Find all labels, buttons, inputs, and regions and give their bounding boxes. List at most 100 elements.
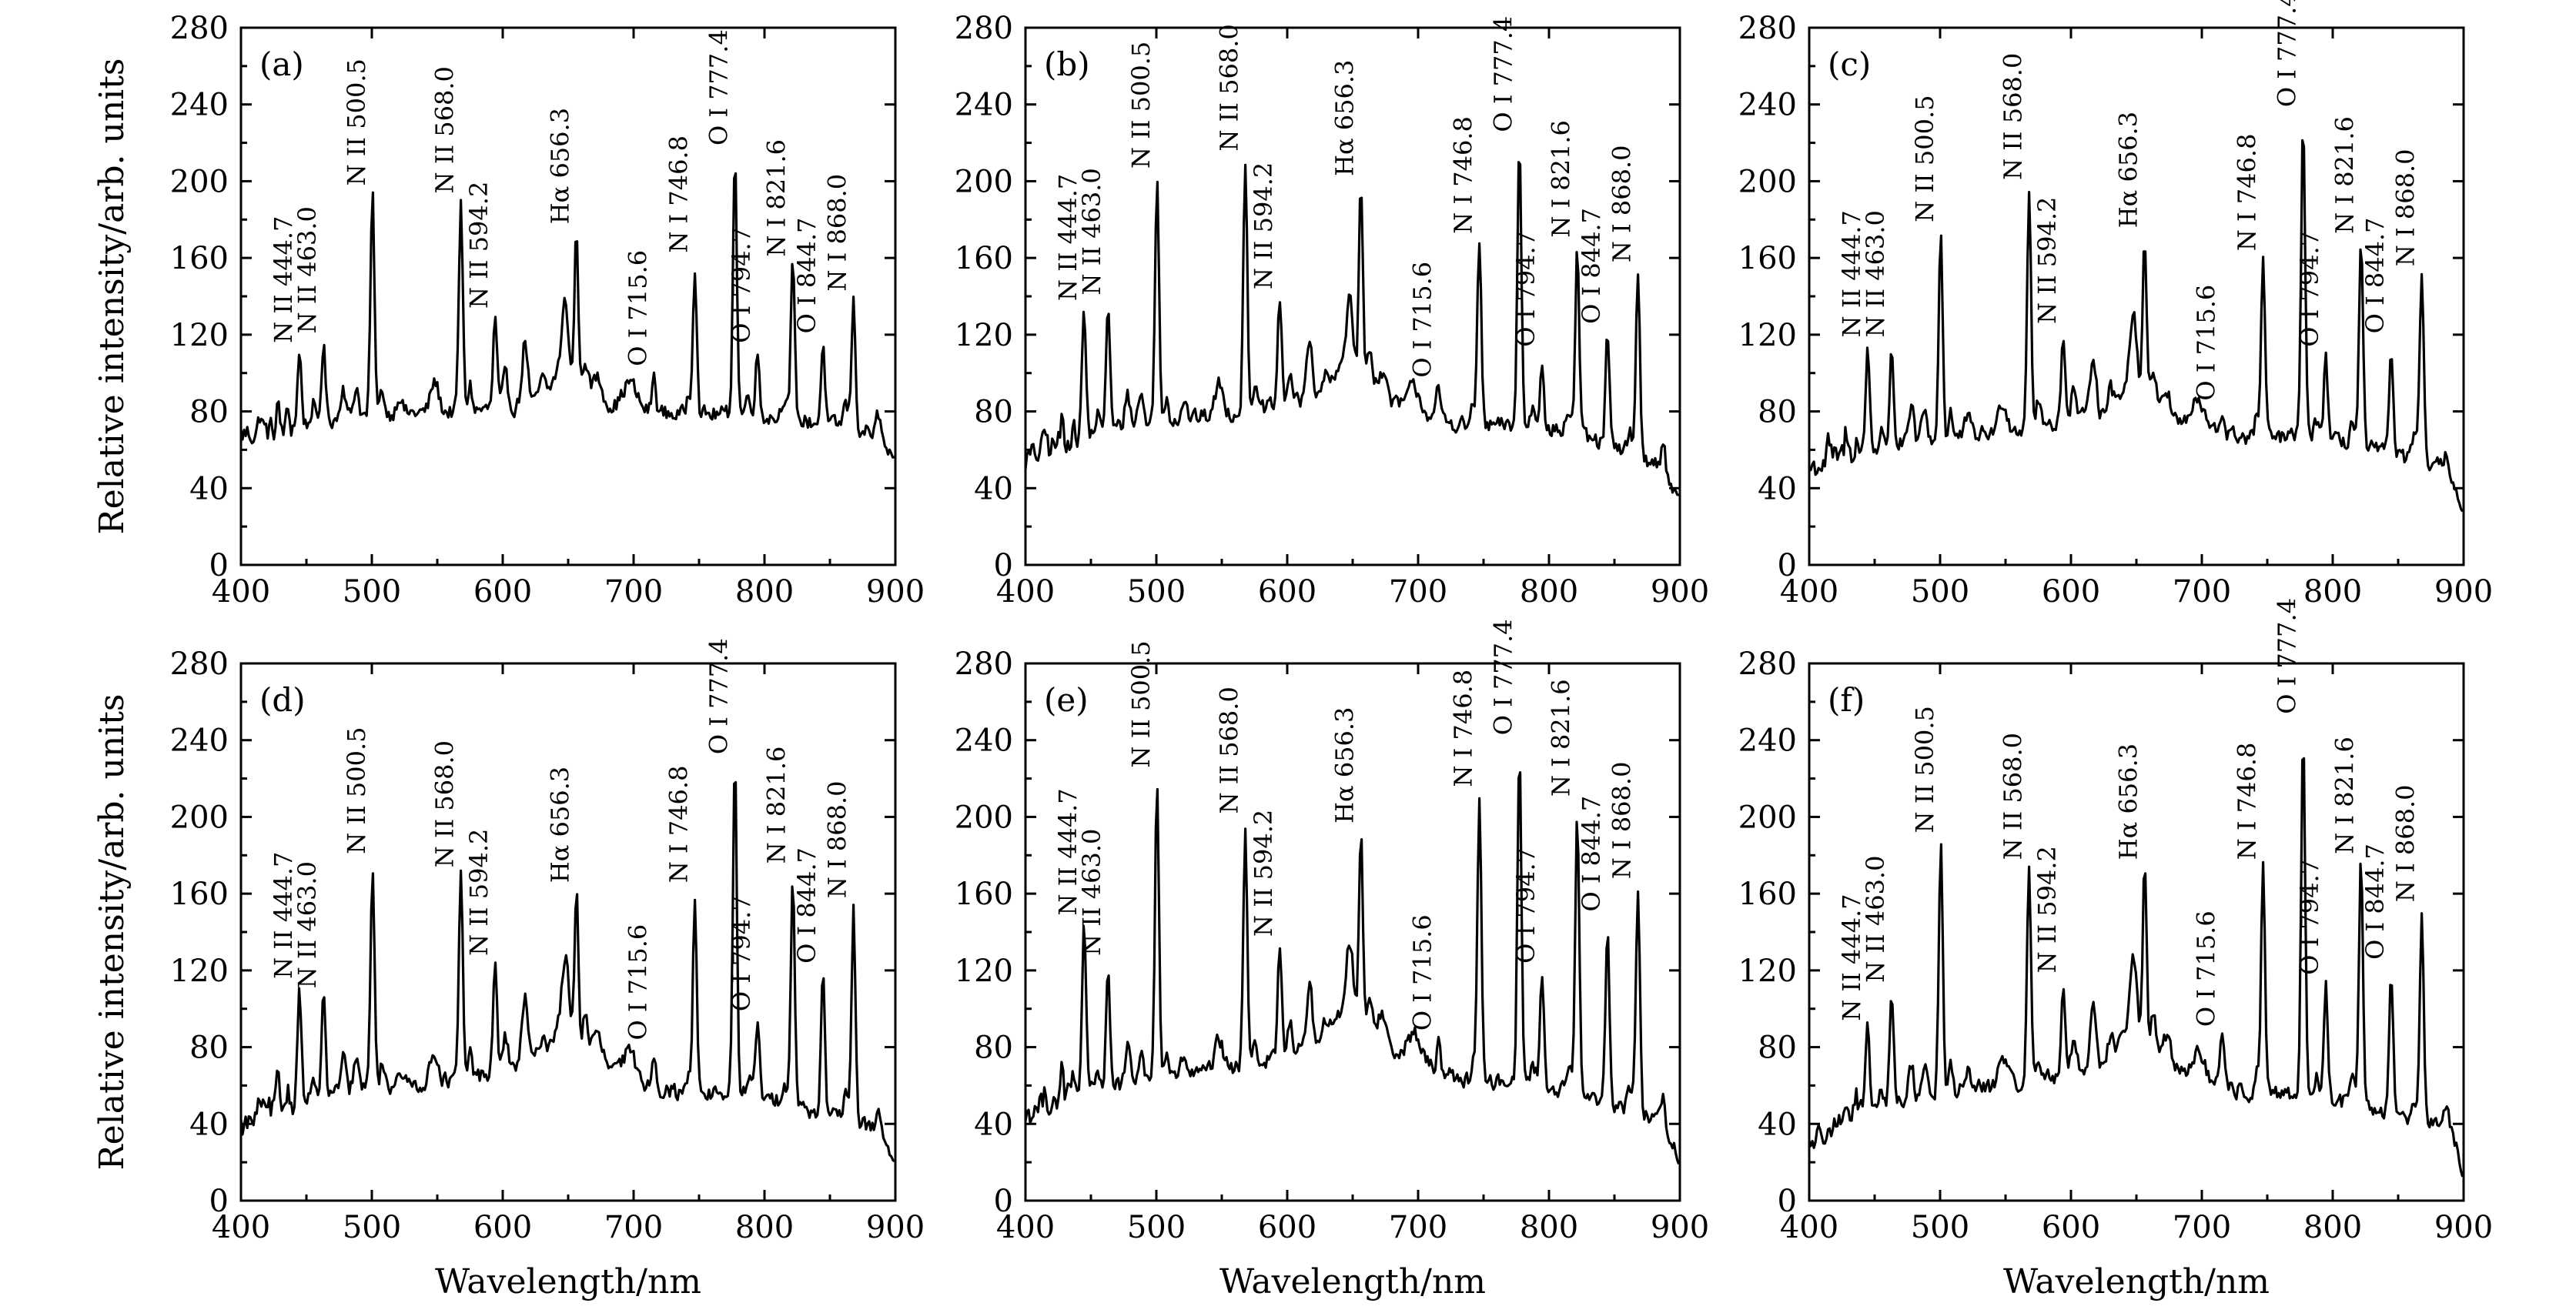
y-tick-label: 0	[994, 1184, 1013, 1219]
y-tick-label: 40	[189, 471, 229, 506]
peak-label: N II 568.0	[1215, 24, 1244, 151]
y-tick-label: 40	[1758, 471, 1797, 506]
spectrum-line	[239, 780, 895, 1163]
peak-label: O I 715.6	[2192, 285, 2221, 401]
peak-label: N I 746.8	[664, 766, 694, 884]
peak-label: N II 568.0	[430, 740, 460, 867]
peak-label: O I 794.7	[727, 227, 756, 343]
y-tick-label: 80	[1758, 1031, 1797, 1066]
peak-label: N I 746.8	[2233, 743, 2262, 860]
y-tick-label: 280	[955, 11, 1013, 46]
x-tick-label: 800	[1520, 574, 1578, 610]
peak-label: O I 715.6	[1408, 262, 1437, 378]
y-tick-label: 120	[170, 318, 229, 353]
x-tick-label: 400	[212, 1210, 270, 1245]
spectrum-line	[1024, 161, 1680, 496]
x-tick-label: 600	[473, 1210, 532, 1245]
peak-label: N I 868.0	[823, 174, 852, 292]
spectrum-panel: 400 500 600 700 800 900 0 40 80 120 160 200 240 280 N …	[1738, 0, 2494, 610]
y-tick-label: 160	[955, 241, 1013, 276]
spectrum-line	[239, 172, 895, 459]
y-tick-label: 120	[1738, 954, 1797, 989]
y-tick-label: 200	[955, 164, 1013, 199]
peak-label: O I 844.7	[792, 217, 821, 333]
peak-label: N II 594.2	[2032, 846, 2062, 973]
peak-label: O I 844.7	[1577, 796, 1606, 912]
y-tick-label: 120	[1738, 318, 1797, 353]
panel-label: (d)	[259, 681, 306, 719]
peak-label: N I 821.6	[762, 747, 791, 864]
spectrum-line	[1808, 139, 2464, 513]
y-tick-label: 200	[170, 164, 229, 199]
x-tick-label: 400	[996, 574, 1055, 610]
y-tick-label: 0	[209, 1184, 229, 1219]
peak-label: N II 500.5	[1910, 95, 1939, 222]
y-tick-label: 240	[1738, 88, 1797, 123]
y-tick-label: 120	[955, 318, 1013, 353]
peak-label: O I 777.4	[704, 29, 734, 145]
peak-label: N I 868.0	[1607, 145, 1637, 262]
x-tick-label: 700	[1389, 574, 1447, 610]
peak-label: Hα 656.3	[1330, 707, 1360, 824]
peak-label: N II 500.5	[342, 58, 371, 185]
peak-label: N II 500.5	[1910, 706, 1939, 833]
x-tick-label: 900	[866, 574, 925, 610]
y-tick-label: 240	[170, 723, 229, 759]
y-tick-label: 200	[955, 800, 1013, 835]
y-tick-label: 280	[955, 646, 1013, 682]
peak-label: N II 500.5	[1126, 42, 1156, 169]
panel-label: (b)	[1044, 45, 1090, 83]
peak-label: N I 868.0	[1607, 762, 1637, 880]
peak-label: O I 715.6	[624, 924, 653, 1041]
panel-label: (c)	[1828, 45, 1871, 83]
peak-label: N I 868.0	[2391, 784, 2420, 902]
peak-label: O I 777.4	[704, 638, 734, 754]
y-tick-label: 280	[170, 11, 229, 46]
x-axis-title: Wavelength/nm	[435, 1262, 701, 1301]
peak-label: O I 794.7	[1511, 847, 1541, 964]
peak-label: N II 463.0	[1861, 210, 1890, 337]
peak-label: O I 715.6	[1408, 914, 1437, 1031]
peak-label: N II 594.2	[1249, 162, 1278, 289]
x-tick-label: 400	[996, 1210, 1055, 1245]
peak-label: N II 568.0	[1999, 733, 2028, 860]
x-tick-label: 800	[2303, 1210, 2362, 1245]
peak-label: O I 844.7	[2360, 217, 2390, 333]
peak-label: N I 746.8	[664, 135, 694, 253]
peak-label: N II 500.5	[342, 727, 371, 854]
x-tick-label: 600	[473, 574, 532, 610]
y-tick-label: 120	[170, 954, 229, 989]
x-tick-label: 700	[1389, 1210, 1447, 1245]
y-tick-label: 240	[955, 88, 1013, 123]
peak-label: N II 444.7	[1053, 174, 1082, 301]
peak-label: N II 444.7	[269, 216, 298, 343]
y-tick-label: 240	[1738, 723, 1797, 759]
peak-label: O I 794.7	[2295, 231, 2324, 347]
peak-label: O I 715.6	[624, 250, 653, 366]
y-tick-label: 40	[189, 1107, 229, 1142]
peak-label: N II 568.0	[430, 66, 460, 193]
x-tick-label: 700	[604, 1210, 663, 1245]
y-tick-label: 80	[974, 395, 1013, 430]
peak-label: N I 821.6	[2330, 737, 2360, 854]
peak-label: N II 463.0	[1861, 856, 1890, 983]
panel-label: (a)	[259, 45, 304, 83]
peak-label: N II 568.0	[1999, 53, 2028, 180]
peak-label: N II 463.0	[1077, 168, 1106, 295]
peak-label: N II 444.7	[1837, 894, 1866, 1021]
x-axis-title: Wavelength/nm	[2003, 1262, 2270, 1301]
spectrum-panel: 400 500 600 700 800 900 0 40 80 120 160 200 240 280 N …	[92, 638, 925, 1301]
spectrum-panel: 400 500 600 700 800 900 0 40 80 120 160 200 240 280 N …	[92, 11, 925, 610]
x-tick-label: 400	[212, 574, 270, 610]
x-tick-label: 900	[866, 1210, 925, 1245]
y-tick-label: 200	[170, 800, 229, 835]
peak-label: O I 844.7	[1577, 208, 1606, 324]
peak-label: N I 821.6	[762, 139, 791, 257]
y-tick-label: 40	[1758, 1107, 1797, 1142]
y-axis-title: Relative intensity/arb. units	[92, 693, 132, 1170]
y-tick-label: 80	[974, 1031, 1013, 1066]
y-tick-label: 160	[170, 241, 229, 276]
y-tick-label: 40	[974, 471, 1013, 506]
x-tick-label: 800	[1520, 1210, 1578, 1245]
